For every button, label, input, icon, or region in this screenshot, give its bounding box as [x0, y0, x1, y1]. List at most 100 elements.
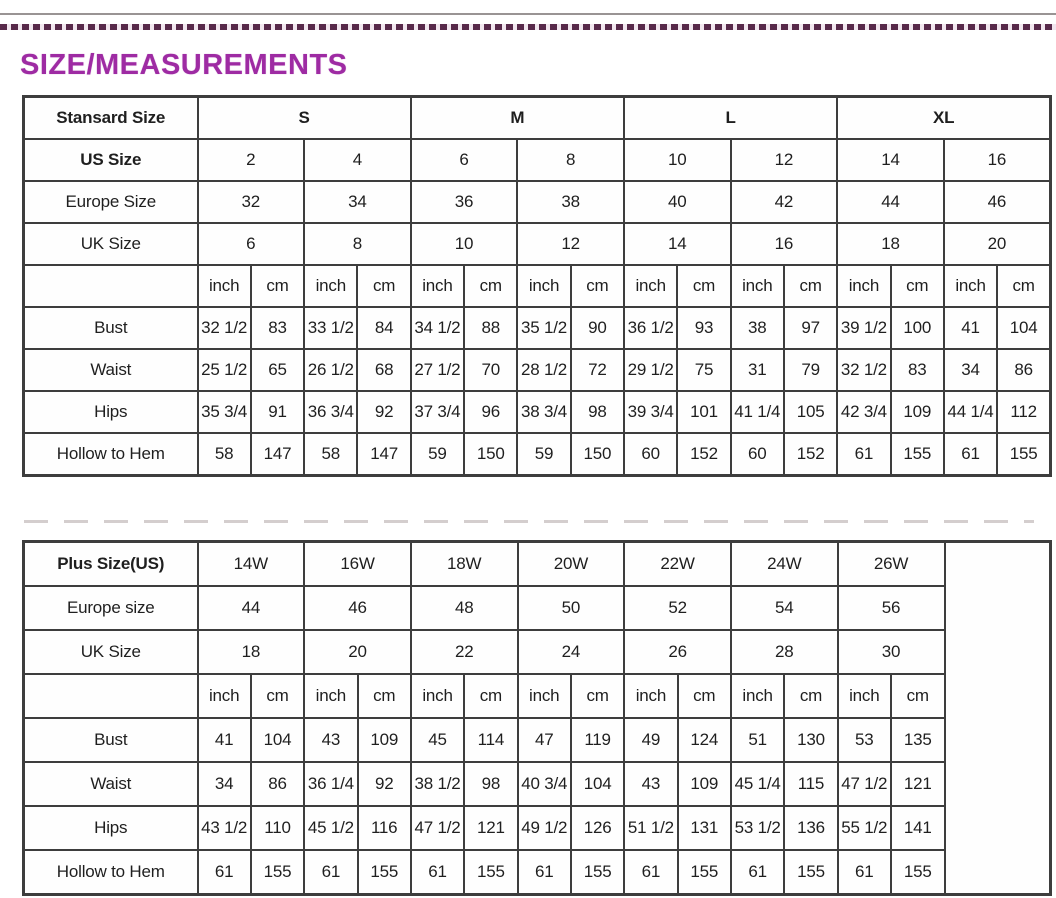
- plus-size-table: Plus Size(US) 14W 16W 18W 20W 22W 24W 26W Europe…: [22, 540, 1052, 896]
- table-cell: 32: [196, 180, 306, 224]
- row-label: Plus Size(US): [22, 540, 199, 587]
- table-cell: 24: [516, 629, 626, 675]
- table-cell: 92: [356, 761, 412, 807]
- row-label: [22, 673, 199, 719]
- top-solid-rule: [0, 13, 1056, 15]
- table-cell: 22: [409, 629, 519, 675]
- row-label: Waist: [22, 761, 199, 807]
- table-cell: 75: [676, 348, 732, 392]
- table-cell: 136: [783, 805, 839, 851]
- table-cell: 34: [303, 180, 412, 224]
- table-cell: 42 3/4: [836, 390, 892, 434]
- top-dashed-divider: [0, 24, 1056, 30]
- table-cell: 43: [623, 761, 679, 807]
- table-row: Hips 43 1/2 110 45 1/2 116 47 1/2 121 49 1/2 126…: [22, 805, 1051, 851]
- table-cell: 41 1/4: [729, 390, 785, 434]
- table-cell: 12: [516, 222, 625, 266]
- table-cell: inch: [516, 264, 572, 308]
- table-cell: 46: [303, 585, 412, 631]
- table-cell: inch: [303, 673, 359, 719]
- table-cell: 53: [836, 717, 892, 763]
- table-cell: 46: [942, 180, 1052, 224]
- table-cell: 18W: [409, 540, 519, 587]
- table-cell: 20W: [516, 540, 626, 587]
- table-cell: 49 1/2: [516, 805, 572, 851]
- table-cell: cm: [782, 264, 839, 308]
- table-cell: 55 1/2: [836, 805, 892, 851]
- table-cell: 109: [356, 717, 412, 763]
- table-cell: 54: [729, 585, 839, 631]
- table-cell: 20: [303, 629, 412, 675]
- table-cell: 47 1/2: [836, 761, 892, 807]
- table-cell: 37 3/4: [409, 390, 466, 434]
- table-row: Waist 25 1/2 65 26 1/2 68 27 1/2 70 28 1/2 72 29 …: [22, 348, 1052, 392]
- table-cell: 38 1/2: [409, 761, 466, 807]
- table-cell: 47 1/2: [409, 805, 466, 851]
- table-cell: 98: [463, 761, 519, 807]
- table-cell: 49: [623, 717, 679, 763]
- page-title: SIZE/MEASUREMENTS: [20, 49, 348, 81]
- table-row: Europe Size 32 34 36 38 40 42 44 46: [22, 180, 1052, 224]
- table-cell: 29 1/2: [622, 348, 679, 392]
- table-cell: cm: [356, 264, 412, 308]
- table-cell: 34: [196, 761, 252, 807]
- table-cell: cm: [783, 673, 839, 719]
- table-cell: cm: [889, 264, 945, 308]
- row-label: Bust: [22, 306, 199, 350]
- table-cell: 121: [889, 761, 946, 807]
- row-label: [22, 264, 199, 308]
- mid-dashed-divider: [24, 520, 1034, 523]
- table-cell: 65: [249, 348, 306, 392]
- table-cell: 22W: [623, 540, 732, 587]
- row-label: Europe Size: [22, 180, 199, 224]
- table-cell: inch: [942, 264, 999, 308]
- table-cell: 58: [196, 432, 252, 477]
- table-cell: cm: [676, 264, 732, 308]
- table-cell: 121: [463, 805, 519, 851]
- table-cell: 43: [303, 717, 359, 763]
- table-cell: inch: [409, 673, 466, 719]
- table-cell: 34: [942, 348, 999, 392]
- table-cell: 38 3/4: [516, 390, 572, 434]
- table-cell: 104: [249, 717, 306, 763]
- table-cell: 33 1/2: [303, 306, 359, 350]
- table-cell: 141: [889, 805, 946, 851]
- table-cell: 126: [569, 805, 626, 851]
- table-cell: 59: [516, 432, 572, 477]
- table-row: UK Size 18 20 22 24 26 28 30: [22, 629, 1051, 675]
- table-row: Plus Size(US) 14W 16W 18W 20W 22W 24W 26W: [22, 540, 1052, 896]
- table-cell: 155: [889, 432, 945, 477]
- standard-table-body: Stansard Size S M L XL US Size 2 4 6 8 10 12 14 16 Eur…: [22, 95, 1052, 477]
- table-cell: 8: [516, 138, 625, 182]
- table-cell: inch: [729, 673, 786, 719]
- table-cell: 68: [356, 348, 412, 392]
- table-cell: 39 1/2: [836, 306, 892, 350]
- row-label: Hips: [22, 390, 199, 434]
- table-cell: 116: [356, 805, 412, 851]
- table-cell: cm: [569, 673, 626, 719]
- table-row: Hips 35 3/4 91 36 3/4 92 37 3/4 96 38 3/4 98 39 3…: [22, 390, 1052, 434]
- table-cell: 38: [516, 180, 625, 224]
- table-cell: 97: [782, 306, 839, 350]
- table-cell: 45 1/2: [303, 805, 359, 851]
- table-cell: 40: [623, 180, 732, 224]
- table-cell: 112: [996, 390, 1052, 434]
- row-label: UK Size: [22, 629, 199, 675]
- table-cell: 100: [889, 306, 945, 350]
- table-cell: 96: [463, 390, 519, 434]
- table-cell: 10: [623, 138, 732, 182]
- table-row: Hollow to Hem 58 147 58 147 59 150 59 150 60 152 60…: [22, 432, 1052, 477]
- table-cell: 18: [196, 629, 306, 675]
- table-row: Waist 34 86 36 1/4 92 38 1/2 98 40 3/4 104 43 109 4…: [22, 761, 1051, 807]
- table-cell: 70: [463, 348, 519, 392]
- table-cell: 6: [196, 222, 306, 266]
- table-cell: 91: [249, 390, 306, 434]
- table-cell: 14W: [196, 540, 306, 587]
- table-cell: 131: [676, 805, 732, 851]
- table-cell: S: [196, 95, 412, 140]
- table-cell: 53 1/2: [729, 805, 786, 851]
- table-cell: 61: [836, 849, 892, 896]
- table-cell: L: [622, 95, 839, 140]
- row-label: Hollow to Hem: [22, 432, 199, 477]
- table-cell: 14: [836, 138, 945, 182]
